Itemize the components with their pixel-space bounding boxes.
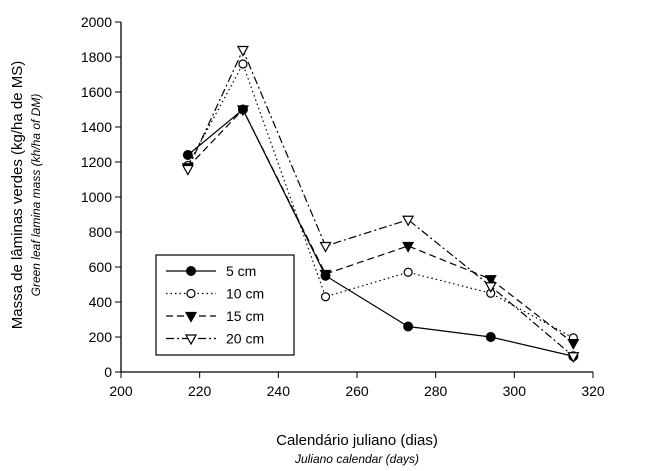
y-axis-subtitle: Green leaf lamina mass (kh/ha of DM)	[29, 94, 43, 297]
y-tick-label: 200	[89, 329, 113, 345]
data-point	[181, 164, 194, 176]
data-point	[567, 339, 580, 350]
x-tick-label: 260	[345, 383, 369, 399]
series-line	[187, 108, 574, 357]
series-group	[181, 45, 580, 363]
legend-label: 10 cm	[226, 286, 264, 302]
series-line	[187, 108, 574, 344]
data-point	[236, 105, 249, 117]
data-point	[403, 321, 414, 332]
legend-label: 15 cm	[226, 308, 264, 324]
legend-marker	[184, 311, 198, 323]
data-point	[238, 59, 248, 69]
x-tick-label: 200	[109, 383, 133, 399]
y-tick-label: 400	[89, 294, 113, 310]
legend-label: 20 cm	[226, 331, 264, 347]
y-tick-label: 1000	[81, 189, 112, 205]
legend-item: 15 cm	[166, 308, 264, 324]
legend-label: 5 cm	[226, 263, 256, 279]
series-line	[187, 48, 574, 357]
data-point	[236, 45, 249, 57]
legend-box	[155, 254, 295, 356]
y-tick-label: 1800	[81, 49, 112, 65]
legend-marker	[184, 334, 198, 346]
legend-item: 10 cm	[166, 286, 264, 302]
y-axis-ticks: 0 200 400 600 800 1000 1200 1400 1600 1800 2000	[81, 14, 121, 380]
data-point	[403, 267, 413, 277]
data-point	[484, 275, 497, 286]
data-point	[320, 292, 331, 302]
y-tick-label: 2000	[81, 14, 112, 30]
data-point	[485, 332, 496, 342]
legend-marker	[186, 288, 196, 299]
x-tick-label: 220	[188, 383, 212, 399]
y-tick-label: 1600	[81, 84, 112, 100]
data-point	[402, 215, 415, 227]
x-tick-label: 240	[267, 383, 291, 399]
series-line	[187, 62, 574, 339]
legend-marker	[186, 266, 196, 276]
y-tick-label: 0	[104, 364, 112, 380]
data-point	[319, 269, 332, 281]
x-axis-subtitle: Juliano calendar (days)	[294, 452, 419, 466]
x-tick-label: 300	[503, 383, 527, 399]
data-point	[484, 282, 497, 293]
legend: 5 cm 10 cm 15 cm 20 cm	[155, 254, 295, 356]
series-4	[181, 45, 580, 363]
data-point	[319, 241, 332, 253]
y-axis-title: Massa de lâminas verdes (kg/ha de MS)	[9, 61, 26, 329]
y-tick-label: 600	[89, 259, 113, 275]
x-tick-label: 320	[581, 383, 605, 399]
data-point	[402, 241, 415, 253]
x-tick-label: 280	[424, 383, 448, 399]
data-point	[567, 352, 580, 363]
legend-item: 5 cm	[166, 263, 256, 279]
data-point	[182, 150, 193, 160]
y-tick-label: 800	[89, 224, 113, 240]
legend-item: 20 cm	[166, 331, 264, 347]
y-tick-label: 1400	[81, 119, 112, 135]
x-axis-ticks: 200 220 240 260 280 300 320	[109, 372, 605, 399]
y-tick-label: 1200	[81, 154, 112, 170]
x-axis-title: Calendário juliano (dias)	[276, 432, 438, 449]
